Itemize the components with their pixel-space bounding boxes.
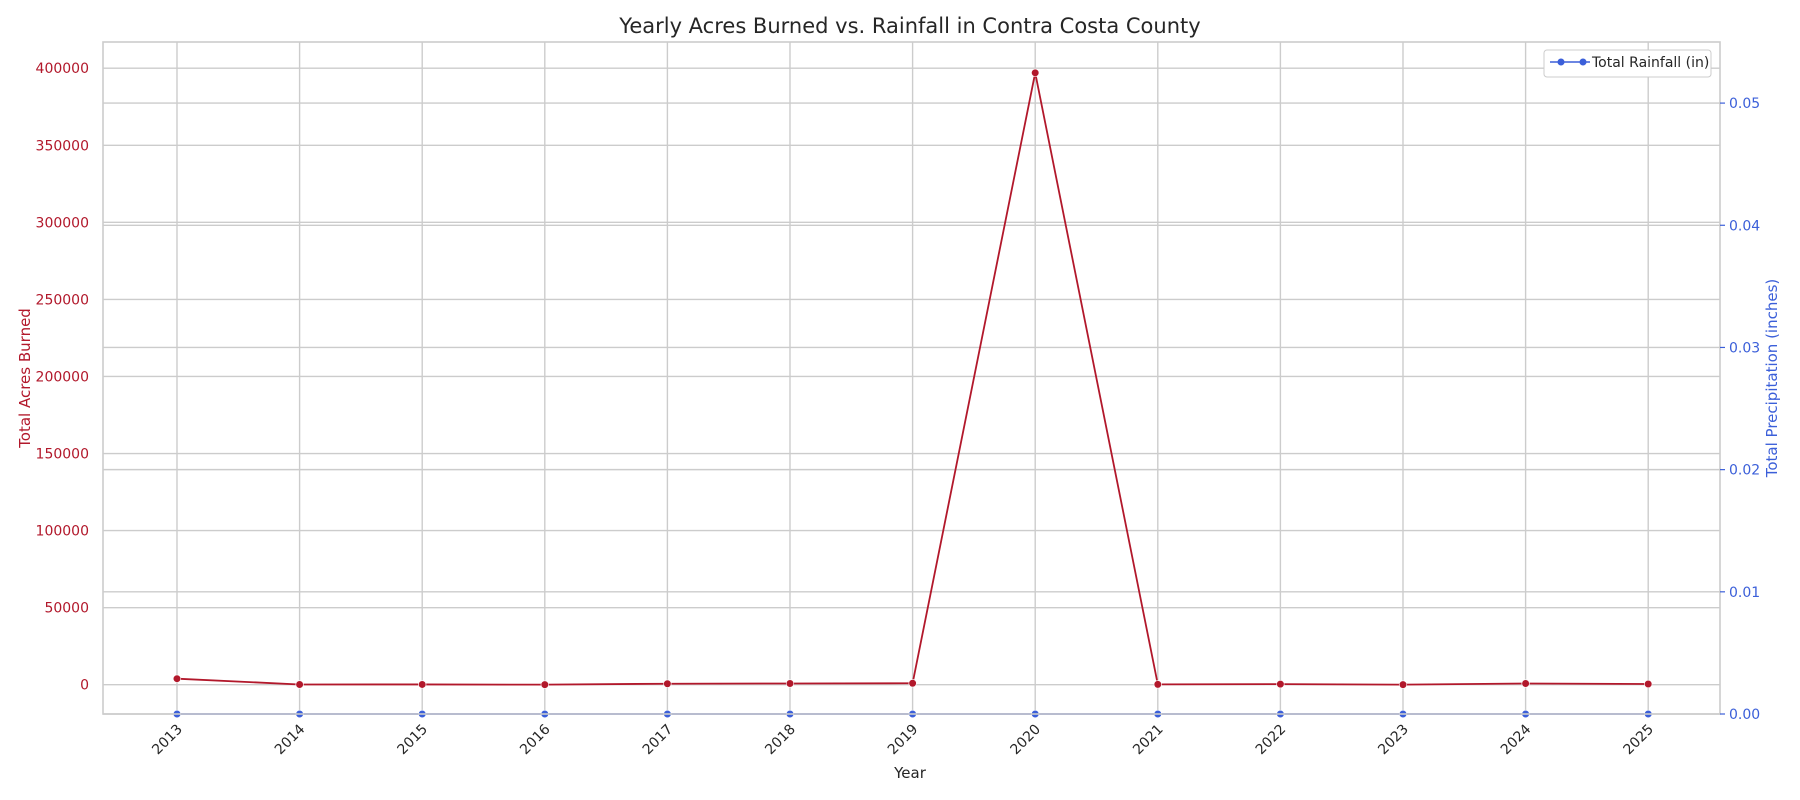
x-tick-label: 2014: [272, 721, 309, 758]
left-tick-label: 200000: [36, 369, 89, 385]
x-tick-label: 2018: [762, 722, 799, 759]
right-tick-label: 0.00: [1729, 707, 1760, 723]
series-point-acres: [1644, 679, 1653, 689]
x-tick-label: 2022: [1253, 722, 1290, 759]
left-axis-label: Total Acres Burned: [16, 308, 34, 449]
series-point-acres: [908, 679, 917, 688]
right-axis-label: Total Precipitation (inches): [1763, 279, 1781, 479]
series-point-acres: [1521, 679, 1530, 688]
x-tick-label: 2019: [885, 722, 922, 759]
x-tick-label: 2015: [395, 722, 432, 759]
legend-swatch-marker: [1579, 58, 1587, 66]
legend: Total Rainfall (in): [1543, 49, 1712, 78]
left-tick-label: 250000: [36, 292, 89, 308]
left-tick-label: 400000: [36, 61, 89, 77]
series-point-acres: [1153, 680, 1162, 689]
legend-entry-rainfall: Total Rainfall (in): [1591, 55, 1709, 71]
x-tick-label: 2017: [640, 722, 677, 759]
chart-title: Yearly Acres Burned vs. Rainfall in Cont…: [618, 14, 1200, 38]
right-tick-label: 0.03: [1729, 340, 1760, 356]
right-tick-label: 0.01: [1729, 585, 1760, 601]
left-tick-label: 350000: [36, 138, 89, 154]
series-point-acres: [1398, 680, 1408, 689]
right-tick-label: 0.05: [1729, 96, 1760, 112]
series-point-acres: [540, 680, 549, 689]
series-point-acres: [663, 679, 672, 688]
right-tick-label: 0.04: [1729, 218, 1760, 234]
series-point-acres: [418, 680, 427, 689]
series-point-acres: [295, 680, 304, 689]
plot-frame: [102, 41, 1721, 715]
x-tick-label: 2021: [1130, 722, 1167, 759]
left-tick-label: 300000: [36, 215, 89, 231]
series-point-acres: [785, 679, 795, 688]
x-axis-label: Year: [893, 764, 927, 782]
x-tick-label: 2020: [1008, 722, 1045, 759]
left-axis-ticks: 0 50000 100000 150000 200000 250000 300000 3500…: [36, 61, 89, 694]
series-point-acres: [1031, 68, 1040, 77]
series-point-acres: [172, 674, 182, 683]
x-tick-label: 2023: [1375, 722, 1412, 759]
legend-swatch-marker: [1557, 58, 1565, 66]
legend-box: [1543, 49, 1712, 78]
x-tick-label: 2016: [517, 721, 554, 758]
right-tick-label: 0.02: [1729, 463, 1760, 479]
x-tick-label: 2013: [149, 722, 186, 759]
series-point-acres: [1276, 679, 1285, 689]
grid-lines: [103, 42, 1720, 715]
left-tick-label: 150000: [36, 447, 89, 463]
left-tick-label: 100000: [36, 524, 89, 540]
right-axis-ticks: 0.00 0.01 0.02 0.03 0.04 0.05: [1720, 96, 1760, 723]
x-tick-label: 2024: [1498, 721, 1535, 758]
left-tick-label: 0: [80, 678, 89, 694]
x-tick-label: 2025: [1621, 722, 1658, 759]
x-axis-ticks: 2013 2014 2015 2016 2017 2018 2019 2020 2021 2022…: [149, 721, 1657, 758]
left-tick-label: 50000: [44, 601, 89, 617]
